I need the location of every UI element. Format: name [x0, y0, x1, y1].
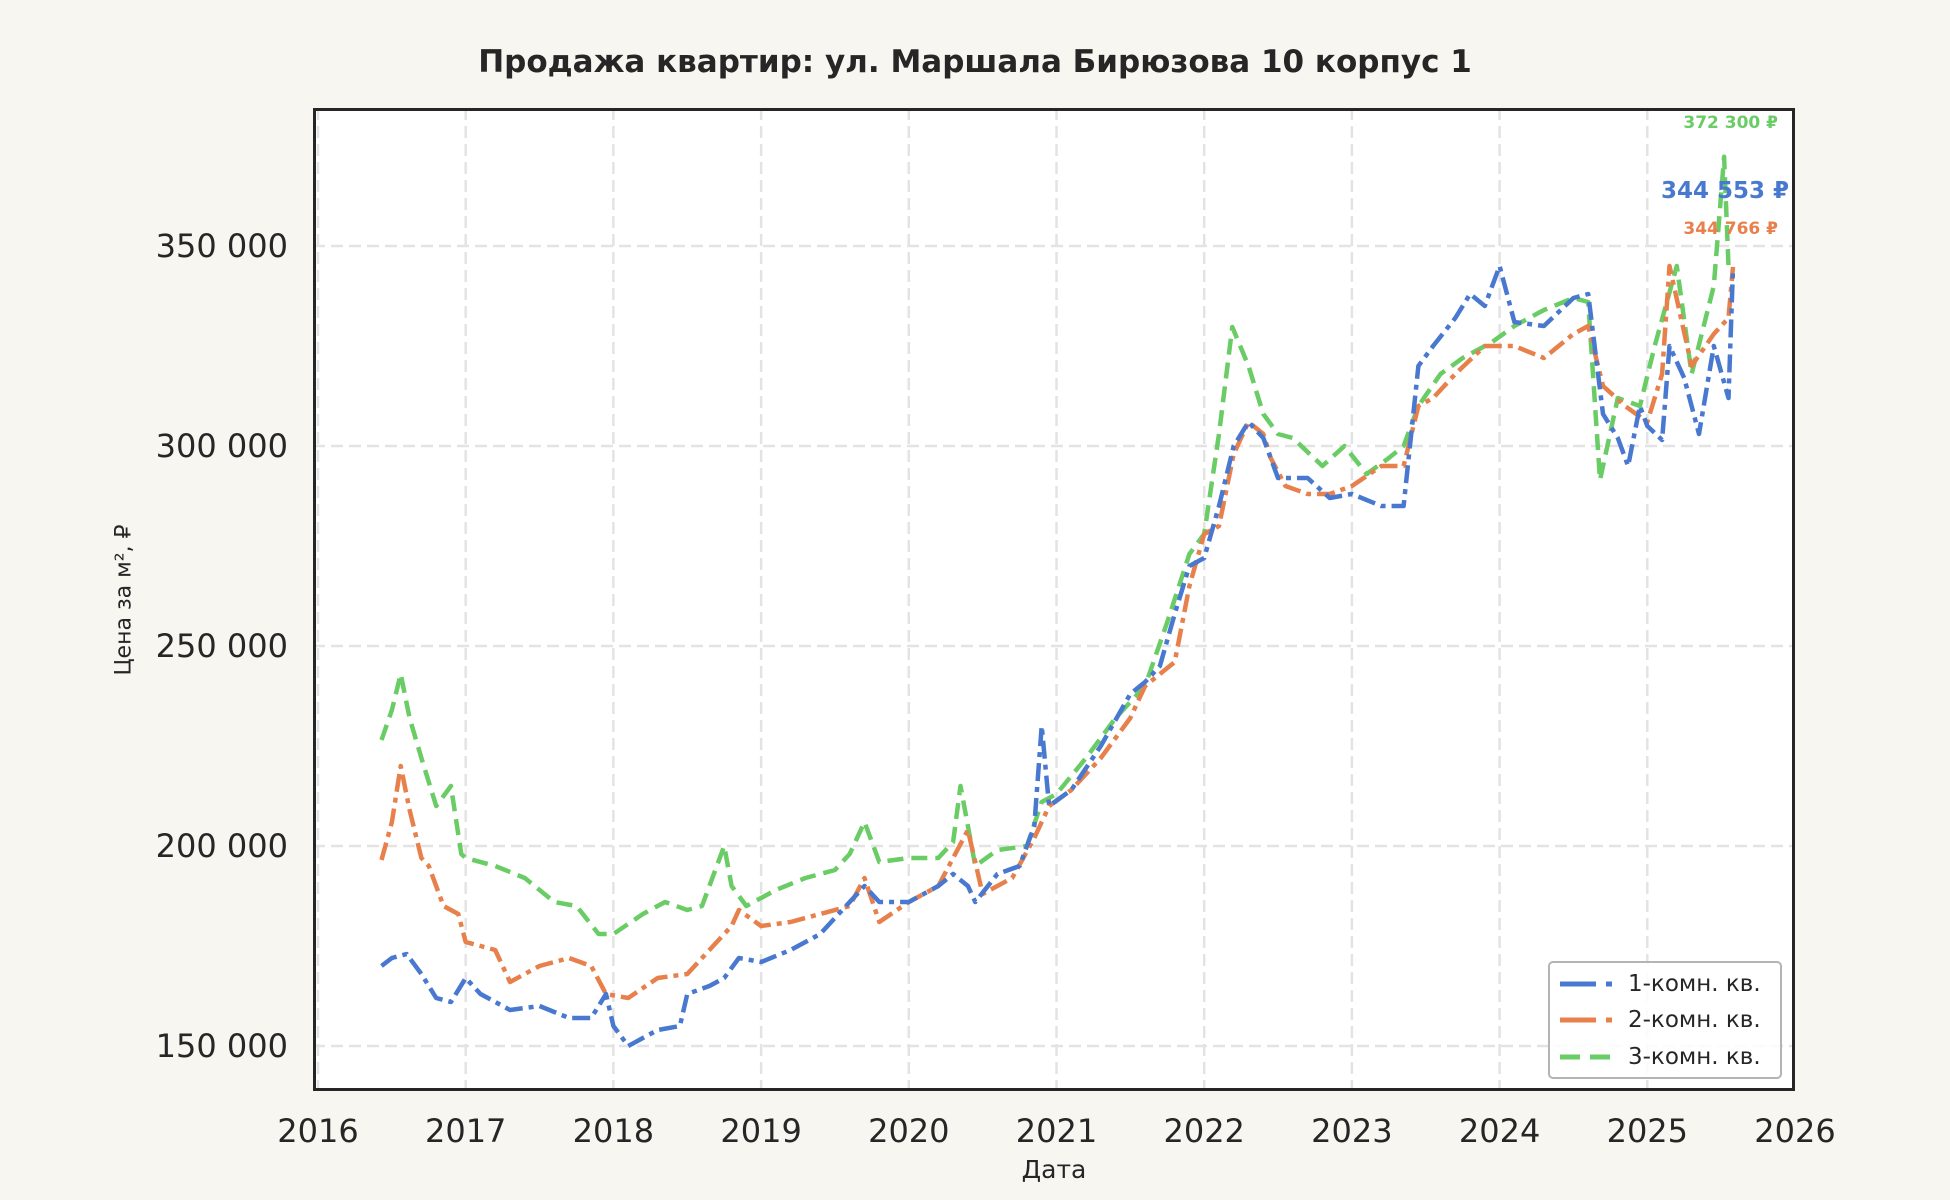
x-tick-label: 2019	[720, 1112, 802, 1150]
x-tick-label: 2026	[1754, 1112, 1836, 1150]
chart-title: Продажа квартир: ул. Маршала Бирюзова 10…	[478, 44, 1472, 80]
annotation-text: 344 553 ₽	[1660, 178, 1789, 204]
x-axis-label: Дата	[1021, 1155, 1087, 1184]
y-axis-label: Цена за м², ₽	[111, 524, 137, 676]
series-line-3room	[379, 154, 1733, 937]
plot-area	[313, 108, 1795, 1091]
annotation-text: 344 766 ₽	[1683, 219, 1778, 239]
x-tick-label: 2021	[1015, 1112, 1098, 1150]
legend-item-3room: 3-комн. кв.	[1550, 1042, 1780, 1072]
dashdot-line-icon	[1560, 1017, 1616, 1023]
series-line-1room	[380, 263, 1736, 1049]
legend-label: 2-комн. кв.	[1628, 1007, 1761, 1033]
annotation-1room-last: 344 553 ₽	[1661, 178, 1789, 204]
x-tick-label: 2025	[1606, 1112, 1689, 1150]
x-tick-label: 2018	[572, 1112, 655, 1150]
y-tick-label: 250 000	[155, 627, 288, 665]
legend-label: 3-комн. кв.	[1628, 1044, 1761, 1070]
legend-item-2room: 2-комн. кв.	[1550, 1005, 1780, 1035]
dashed-line-icon	[1560, 1054, 1616, 1060]
gridlines	[313, 108, 1795, 1091]
y-tick-label: 300 000	[155, 427, 288, 465]
y-tick-label: 350 000	[155, 227, 288, 265]
legend-item-1room: 1-комн. кв.	[1550, 969, 1780, 999]
annotation-3room-last: 372 300 ₽	[1683, 113, 1778, 133]
x-tick-label: 2016	[277, 1112, 359, 1150]
x-tick-label: 2017	[424, 1112, 507, 1150]
data-series	[379, 154, 1736, 1049]
y-tick-label: 200 000	[155, 827, 288, 865]
x-tick-label: 2020	[868, 1112, 950, 1150]
legend-label: 1-комн. кв.	[1628, 971, 1761, 997]
x-tick-label: 2023	[1311, 1112, 1393, 1150]
dashdot-line-icon	[1560, 981, 1616, 987]
annotation-2room-last: 344 766 ₽	[1683, 219, 1778, 239]
x-tick-label: 2024	[1458, 1112, 1541, 1150]
y-tick-label: 150 000	[155, 1027, 288, 1065]
legend: 1-комн. кв. 2-комн. кв. 3-комн. кв.	[1548, 961, 1782, 1079]
x-tick-label: 2022	[1163, 1112, 1245, 1150]
annotation-text: 372 300 ₽	[1683, 113, 1778, 133]
